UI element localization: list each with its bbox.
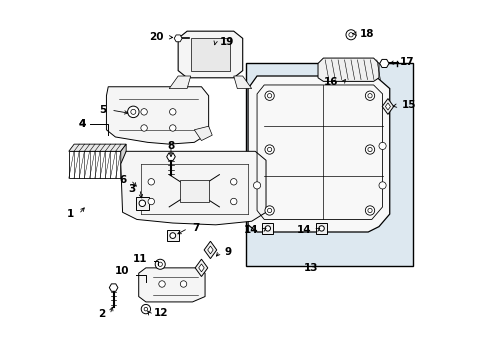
Circle shape [378,142,386,149]
Circle shape [230,179,237,185]
Circle shape [367,147,371,152]
Polygon shape [385,103,389,110]
Text: 13: 13 [303,263,317,273]
Circle shape [367,208,371,213]
Circle shape [378,182,386,189]
Polygon shape [317,58,378,81]
Polygon shape [174,35,182,42]
Polygon shape [136,197,148,210]
Text: 14: 14 [243,225,258,235]
Polygon shape [190,39,230,71]
Text: 6: 6 [119,175,126,185]
Polygon shape [178,31,242,78]
Circle shape [148,179,154,185]
Text: 2: 2 [98,310,105,319]
Text: 8: 8 [167,141,174,151]
Polygon shape [379,59,388,67]
Circle shape [141,125,147,131]
Circle shape [348,33,352,37]
Polygon shape [121,144,126,178]
Circle shape [155,259,165,269]
Polygon shape [180,180,208,202]
Circle shape [144,307,147,311]
Polygon shape [166,153,175,161]
Circle shape [267,147,271,152]
Circle shape [139,200,145,207]
Polygon shape [169,76,190,89]
Polygon shape [106,87,208,144]
Circle shape [346,30,355,40]
Polygon shape [233,76,251,89]
Text: 9: 9 [224,247,231,257]
Polygon shape [247,76,389,232]
Text: 5: 5 [99,105,106,115]
Polygon shape [109,284,118,291]
Text: 18: 18 [359,29,374,39]
Circle shape [365,206,374,215]
Text: 19: 19 [220,37,234,47]
Text: 3: 3 [128,184,135,194]
Circle shape [169,109,176,115]
Circle shape [267,208,271,213]
Polygon shape [195,259,207,276]
Polygon shape [382,99,393,114]
Text: 11: 11 [133,254,147,264]
Text: 4: 4 [79,120,86,129]
Polygon shape [69,151,121,178]
Circle shape [264,226,270,231]
Circle shape [148,198,154,205]
Circle shape [159,281,165,287]
Polygon shape [139,268,204,302]
Text: 16: 16 [323,77,338,87]
Polygon shape [203,241,216,258]
Polygon shape [121,151,265,225]
Circle shape [367,94,371,98]
Circle shape [141,305,150,314]
Circle shape [318,226,324,231]
Text: 17: 17 [399,57,413,67]
Circle shape [127,106,139,118]
Text: 15: 15 [402,100,416,111]
Polygon shape [316,223,326,234]
Circle shape [264,145,274,154]
Text: 10: 10 [115,266,129,276]
Circle shape [158,262,162,266]
Polygon shape [167,230,178,241]
Circle shape [253,182,260,189]
Circle shape [365,91,374,100]
Circle shape [230,198,237,205]
Polygon shape [69,144,126,151]
Polygon shape [207,246,213,254]
Circle shape [180,281,186,287]
Text: 7: 7 [192,224,200,233]
Polygon shape [198,264,204,272]
Bar [246,63,412,266]
Text: 20: 20 [149,32,163,42]
Circle shape [131,109,136,114]
Circle shape [264,91,274,100]
Circle shape [365,145,374,154]
Circle shape [169,125,176,131]
Circle shape [264,206,274,215]
Circle shape [141,109,147,115]
Text: 1: 1 [67,209,74,219]
Text: 14: 14 [297,225,311,235]
Polygon shape [262,223,273,234]
Text: 12: 12 [154,309,168,318]
Polygon shape [194,126,212,140]
Circle shape [267,94,271,98]
Text: 4: 4 [79,120,86,129]
Circle shape [169,233,175,238]
